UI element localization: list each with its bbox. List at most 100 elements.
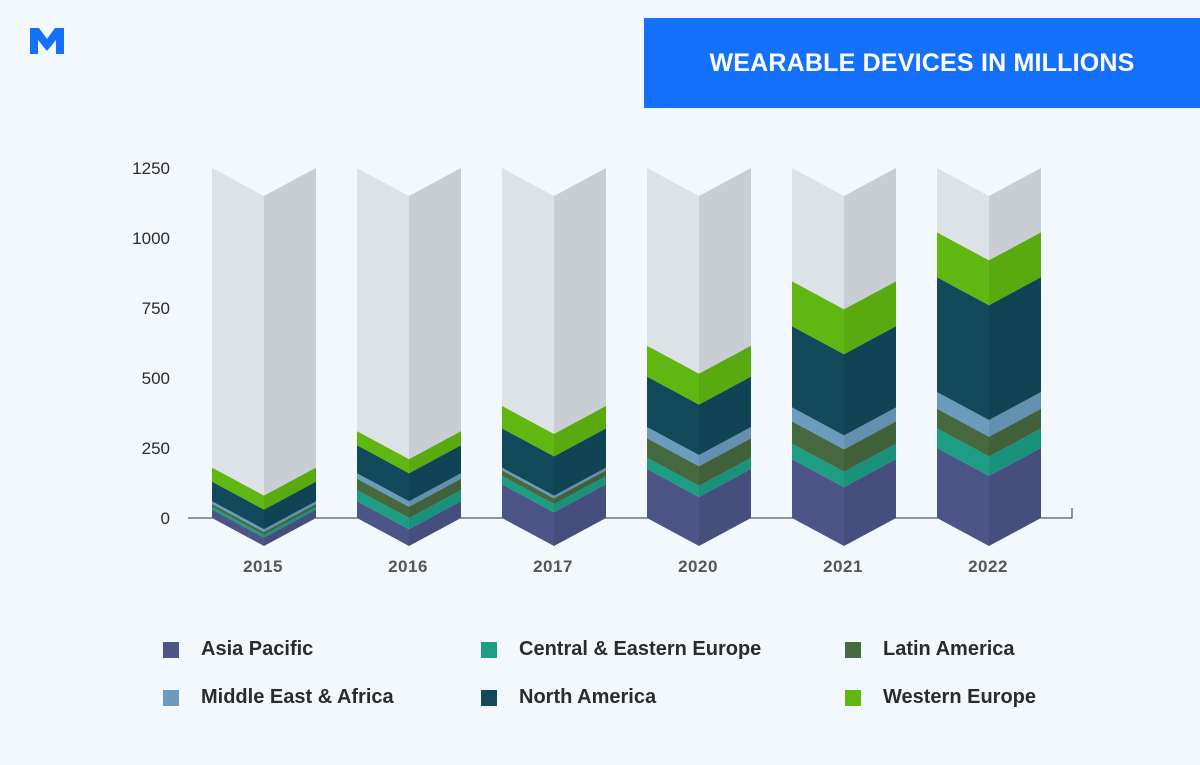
y-tick-label: 250	[142, 439, 170, 458]
legend-label: Latin America	[883, 638, 1015, 660]
bar-segment-middle-east-africa	[647, 427, 751, 467]
bar-segment-north-america	[792, 326, 896, 436]
bar-segment-shade	[409, 473, 461, 507]
ghost-column-side	[264, 168, 316, 518]
x-tick-label-2017: 2017	[533, 557, 573, 576]
x-tick-label-2022: 2022	[968, 557, 1008, 576]
legend-label: Asia Pacific	[201, 638, 314, 660]
ghost-column-face	[357, 168, 409, 518]
legend-label: North America	[519, 686, 657, 708]
bar-segment-shade	[699, 345, 751, 405]
bar-segment-central-eastern-europe	[357, 490, 461, 530]
bar-segment-latin-america	[647, 438, 751, 486]
legend-swatch	[845, 689, 861, 706]
bar-column-2017	[502, 168, 606, 546]
bar-segment-asia-pacific	[937, 448, 1041, 546]
legend-swatch	[481, 689, 497, 706]
ghost-column-face	[212, 168, 264, 518]
bar-segment-shade	[844, 326, 896, 436]
bar-segment-middle-east-africa	[792, 407, 896, 450]
bar-segment-shade	[409, 501, 461, 546]
bar-segment-shade	[844, 459, 896, 546]
legend-item-north-america: North America	[481, 686, 656, 709]
x-tick-label-2015: 2015	[243, 557, 283, 576]
chart-title: WEARABLE DEVICES IN MILLIONS	[709, 48, 1135, 77]
x-axis-line	[188, 508, 1073, 519]
y-tick-label: 0	[161, 509, 170, 528]
bar-segment-shade	[264, 501, 316, 532]
bar-segment-shade	[554, 467, 606, 499]
bar-segment-shade	[554, 428, 606, 496]
bar-column-2016	[357, 168, 461, 546]
bar-segment-shade	[264, 481, 316, 530]
bar-segment-north-america	[647, 376, 751, 455]
bar-segment-north-america	[212, 481, 316, 530]
bar-segment-shade	[699, 427, 751, 467]
bar-segment-latin-america	[357, 478, 461, 518]
bar-segment-shade	[264, 504, 316, 535]
legend-swatch	[845, 641, 861, 658]
bar-column-2020	[647, 168, 751, 546]
bar-segment-asia-pacific	[792, 459, 896, 546]
bar-segment-shade	[989, 392, 1041, 437]
bar-segment-western-europe	[792, 281, 896, 355]
bar-segment-shade	[699, 438, 751, 486]
x-tick-label-2021: 2021	[823, 557, 863, 576]
bar-segment-shade	[844, 281, 896, 355]
bar-segment-asia-pacific	[357, 501, 461, 546]
bar-segment-shade	[844, 421, 896, 472]
bar-segment-shade	[264, 467, 316, 510]
bar-segment-asia-pacific	[647, 469, 751, 546]
legend-label: Western Europe	[883, 686, 1036, 708]
bar-segment-shade	[264, 509, 316, 546]
bar-segment-shade	[699, 376, 751, 455]
y-tick-label: 1000	[132, 229, 170, 248]
x-tick-label-2016: 2016	[388, 557, 428, 576]
legend-item-latin-america: Latin America	[845, 638, 1015, 661]
bar-segment-shade	[844, 443, 896, 488]
legend-item-asia-pacific: Asia Pacific	[163, 638, 313, 661]
bar-segment-shade	[699, 469, 751, 546]
chart-title-banner: WEARABLE DEVICES IN MILLIONS	[644, 18, 1200, 108]
bar-segment-central-eastern-europe	[937, 428, 1041, 476]
bar-segment-western-europe	[357, 431, 461, 474]
bar-segment-asia-pacific	[212, 509, 316, 546]
bar-segment-shade	[409, 445, 461, 502]
bar-segment-latin-america	[937, 408, 1041, 457]
legend-swatch	[163, 641, 179, 658]
bar-column-2015	[212, 168, 316, 546]
bar-segment-shade	[989, 428, 1041, 476]
bar-segment-north-america	[502, 428, 606, 496]
bar-segment-shade	[409, 478, 461, 518]
bar-segment-shade	[844, 407, 896, 450]
bar-segment-latin-america	[792, 421, 896, 472]
ghost-column-side	[409, 168, 461, 518]
bar-segment-shade	[264, 506, 316, 538]
brand-logo-icon	[30, 28, 64, 54]
legend-swatch	[163, 689, 179, 706]
bar-segment-shade	[554, 470, 606, 504]
bar-segment-central-eastern-europe	[792, 443, 896, 488]
y-tick-label: 750	[142, 299, 170, 318]
bar-segment-western-europe	[502, 406, 606, 457]
bar-segment-western-europe	[937, 232, 1041, 306]
legend-item-middle-east-africa: Middle East & Africa	[163, 686, 394, 709]
y-tick-label: 1250	[132, 159, 170, 178]
bar-column-2021	[792, 168, 896, 546]
bar-segment-shade	[554, 406, 606, 457]
bar-segment-shade	[699, 457, 751, 497]
bar-segment-shade	[554, 476, 606, 513]
legend-item-central-eastern-europe: Central & Eastern Europe	[481, 638, 761, 661]
bar-column-2022	[937, 168, 1041, 546]
bar-segment-western-europe	[647, 345, 751, 405]
legend-swatch	[481, 641, 497, 658]
bar-segment-central-eastern-europe	[647, 457, 751, 497]
bar-segment-shade	[989, 277, 1041, 420]
bar-segment-middle-east-africa	[937, 392, 1041, 437]
legend-item-western-europe: Western Europe	[845, 686, 1036, 709]
bar-segment-shade	[554, 484, 606, 546]
legend-label: Middle East & Africa	[201, 686, 394, 708]
bar-segment-shade	[989, 448, 1041, 546]
